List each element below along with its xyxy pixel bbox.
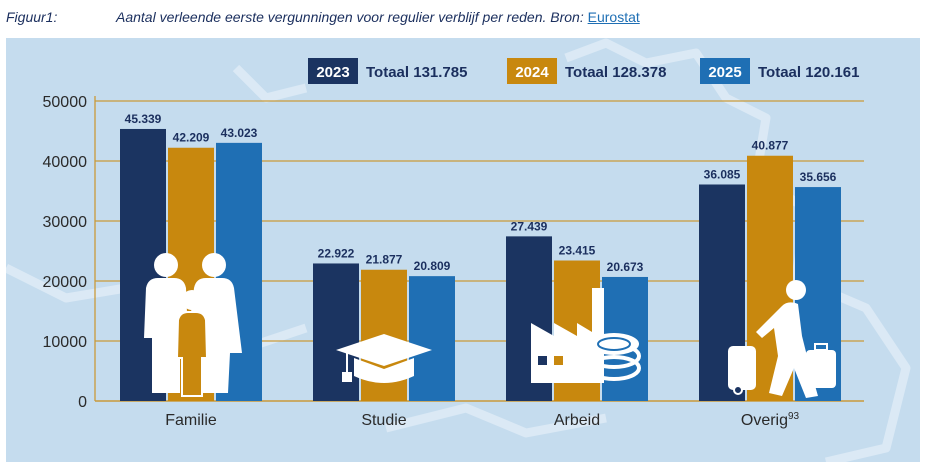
graduation-cap-icon xyxy=(336,334,432,383)
category-label: Overig xyxy=(741,412,788,429)
x-tick-label: Overig93 xyxy=(741,411,800,429)
eurostat-link[interactable]: Eurostat xyxy=(587,9,640,25)
figure-label: Figuur1: xyxy=(6,9,58,25)
x-tick-label: Studie xyxy=(361,412,406,429)
legend-total: Totaal 128.378 xyxy=(565,64,666,81)
y-axis: 0 10000 20000 30000 40000 50000 xyxy=(43,94,88,411)
value-label: 35.656 xyxy=(800,170,837,184)
legend-year: 2025 xyxy=(708,64,741,81)
x-tick-label: Familie xyxy=(165,412,217,429)
family-icon xyxy=(144,253,242,397)
x-axis: Familie Studie Arbeid Overig93 xyxy=(165,411,799,429)
legend: 2023 Totaal 131.785 2024 Totaal 128.378 2025… xyxy=(308,58,859,84)
figure-caption: Aantal verleende eerste vergunningen voo… xyxy=(116,9,640,25)
legend-total: Totaal 120.161 xyxy=(758,64,859,81)
legend-swatch-2023 xyxy=(308,58,358,84)
caption-row: Figuur1: Aantal verleende eerste vergunn… xyxy=(0,0,927,38)
legend-total: Totaal 131.785 xyxy=(366,64,467,81)
category-icons xyxy=(144,253,836,398)
category-label: Familie xyxy=(165,412,217,429)
legend-swatch-2024 xyxy=(507,58,557,84)
category-label: Studie xyxy=(361,412,406,429)
value-label: 43.023 xyxy=(221,126,258,140)
y-tick-label: 0 xyxy=(78,394,87,411)
y-tick-label: 20000 xyxy=(43,274,88,291)
bar-2023-studie xyxy=(313,263,359,401)
value-label: 42.209 xyxy=(173,131,210,145)
bar-2025-studie xyxy=(409,276,455,401)
value-label: 20.673 xyxy=(607,260,644,274)
y-tick-label: 40000 xyxy=(43,154,88,171)
chart-panel: 0 10000 20000 30000 40000 50000 45.339 42.209 4… xyxy=(6,38,920,462)
legend-year: 2023 xyxy=(316,64,349,81)
value-label: 23.415 xyxy=(559,244,596,258)
value-label: 45.339 xyxy=(125,112,162,126)
y-tick-label: 30000 xyxy=(43,214,88,231)
legend-swatch-2025 xyxy=(700,58,750,84)
category-superscript: 93 xyxy=(788,411,800,422)
value-label: 36.085 xyxy=(704,167,741,181)
x-tick-label: Arbeid xyxy=(554,412,600,429)
caption-text: Aantal verleende eerste vergunningen voo… xyxy=(116,9,588,25)
category-label: Arbeid xyxy=(554,412,600,429)
value-labels: 45.339 42.209 43.023 22.922 21.877 20.809 27.4… xyxy=(125,112,837,274)
value-label: 22.922 xyxy=(318,246,355,260)
factory-coins-icon xyxy=(531,288,641,383)
value-label: 27.439 xyxy=(511,219,548,233)
y-tick-label: 10000 xyxy=(43,334,88,351)
legend-year: 2024 xyxy=(515,64,549,81)
value-label: 20.809 xyxy=(414,259,451,273)
y-tick-label: 50000 xyxy=(43,94,88,111)
value-label: 21.877 xyxy=(366,253,403,267)
traveler-luggage-icon xyxy=(728,280,836,398)
value-label: 40.877 xyxy=(752,139,789,153)
